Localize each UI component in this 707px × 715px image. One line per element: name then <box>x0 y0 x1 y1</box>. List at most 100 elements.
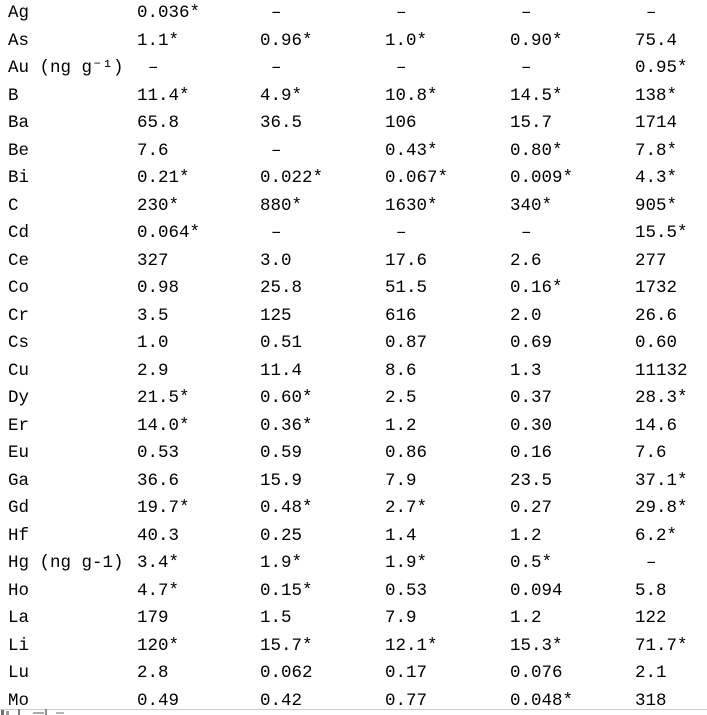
table-cell: 0.43* <box>385 140 438 161</box>
table-cell-missing-value: – <box>521 223 532 243</box>
table-row: Dy 21.5* 0.60* 2.5 0.37 28.3* <box>0 385 707 413</box>
table-cell: 125 <box>260 305 292 326</box>
table-cell: 2.0 <box>510 305 542 326</box>
table-cell: 7.8* <box>635 140 678 161</box>
table-cell: 14.5* <box>510 85 563 106</box>
table-cell: 14.6 <box>635 415 678 436</box>
table-cell: 0.009* <box>510 168 574 188</box>
table-row: Er 14.0* 0.36* 1.2 0.30 14.6 <box>0 413 707 441</box>
cropped-glyph-fragment <box>18 709 20 715</box>
table-cell: 23.5 <box>510 470 553 491</box>
table-cell: 11.4 <box>260 360 303 381</box>
table-row: As 1.1* 0.96* 1.0* 0.90* 75.4 <box>0 28 707 56</box>
row-label: La <box>8 608 30 628</box>
table-cell: 1.2 <box>510 608 542 628</box>
table-row: Co 0.98 25.8 51.5 0.16* 1732 <box>0 275 707 303</box>
table-cell: 36.6 <box>137 470 180 491</box>
row-label: Cu <box>8 360 30 381</box>
row-label: Ba <box>8 113 30 133</box>
table-cell: 3.5 <box>137 305 169 326</box>
table-cell: 10.8* <box>385 85 438 106</box>
table-cell: 2.6 <box>510 250 542 271</box>
table-cell-missing-value: – <box>521 3 532 23</box>
table-cell: 0.067* <box>385 168 449 188</box>
table-cell: 138* <box>635 85 678 106</box>
table-cell: 1714 <box>635 113 678 133</box>
table-cell: 340* <box>510 195 553 216</box>
table-cell: 1.3 <box>510 360 542 381</box>
table-cell: 2.7* <box>385 498 428 518</box>
table-row: Ga 36.6 15.9 7.9 23.5 37.1* <box>0 468 707 496</box>
table-cell: 65.8 <box>137 113 180 133</box>
table-cell: 1.5 <box>260 608 292 628</box>
table-cell: 0.21* <box>137 168 190 188</box>
row-label: Ce <box>8 250 30 271</box>
table-cell: 1.2 <box>385 415 417 436</box>
table-cell: 11132 <box>635 360 688 381</box>
cropped-glyph-fragment <box>56 712 64 714</box>
table-cell: 4.9* <box>260 85 303 106</box>
row-label: Co <box>8 278 30 298</box>
row-label: Li <box>8 635 30 656</box>
table-cell: 0.60 <box>635 333 678 353</box>
table-cell: 75.4 <box>635 30 678 51</box>
table-cell: 0.95* <box>635 58 688 78</box>
table-cell-missing-value: – <box>521 58 532 78</box>
table-cell: 15.5* <box>635 223 688 243</box>
table-cell: 2.9 <box>137 360 169 381</box>
table-cell: 26.6 <box>635 305 678 326</box>
table-cell: 21.5* <box>137 388 190 408</box>
table-row: La 179 1.5 7.9 1.2 122 <box>0 605 707 633</box>
table-row: Cd 0.064* – – – 15.5* <box>0 220 707 248</box>
table-row: Ba 65.8 36.5 106 15.7 1714 <box>0 110 707 138</box>
table-cell: 0.77 <box>385 690 428 711</box>
table-cell: 616 <box>385 305 417 326</box>
cropped-glyph-fragment <box>45 709 47 715</box>
row-label: Dy <box>8 388 30 408</box>
table-cell: 12.1* <box>385 635 438 656</box>
table-row: Mo 0.49 0.42 0.77 0.048* 318 <box>0 688 707 715</box>
table-cell: 3.4* <box>137 553 180 573</box>
table-cell: 2.1 <box>635 663 667 683</box>
table-cell: 7.9 <box>385 608 417 628</box>
table-cell: 0.25 <box>260 525 303 546</box>
table-cell: 2.5 <box>385 388 417 408</box>
table-cell: 0.69 <box>510 333 553 353</box>
table-cell: 1.1* <box>137 30 180 51</box>
table-cell: 15.3* <box>510 635 563 656</box>
table-cell: 6.2* <box>635 525 678 546</box>
table-cell: 0.60* <box>260 388 313 408</box>
table-cell: 11.4* <box>137 85 190 106</box>
table-row: Cs 1.0 0.51 0.87 0.69 0.60 <box>0 330 707 358</box>
table-cell-missing-value: – <box>396 223 407 243</box>
table-cell-missing-value: – <box>396 3 407 23</box>
row-label: Hg (ng g-1) <box>8 553 124 573</box>
table-cell: 179 <box>137 608 169 628</box>
table-cell: 905* <box>635 195 678 216</box>
cropped-next-row-fragment <box>0 707 707 715</box>
table-cell: 0.15* <box>260 580 313 601</box>
row-label: Hf <box>8 525 30 546</box>
cropped-glyph-fragment <box>6 711 9 715</box>
table-cell: 0.42 <box>260 690 303 711</box>
table-cell: 0.022* <box>260 168 324 188</box>
table-row: Be 7.6 – 0.43* 0.80* 7.8* <box>0 138 707 166</box>
table-cell: 7.6 <box>635 443 667 463</box>
table-cell: 1732 <box>635 278 678 298</box>
table-row: Lu 2.8 0.062 0.17 0.076 2.1 <box>0 660 707 688</box>
table-cell: 0.16* <box>510 278 563 298</box>
table-cell: 4.3* <box>635 168 678 188</box>
row-label: Ag <box>8 3 30 23</box>
table-row: Bi 0.21* 0.022* 0.067* 0.009* 4.3* <box>0 165 707 193</box>
table-row: C 230* 880* 1630* 340* 905* <box>0 193 707 221</box>
table-row: Ho 4.7* 0.15* 0.53 0.094 5.8 <box>0 578 707 606</box>
row-label: Be <box>8 140 30 161</box>
cropped-glyph-fragment <box>33 712 44 714</box>
cropped-glyph-fragment <box>1 710 4 715</box>
row-label: Lu <box>8 663 30 683</box>
table-cell: 327 <box>137 250 169 271</box>
table-cell: 0.062 <box>260 663 313 683</box>
table-row: Au (ng g⁻¹) – – – – 0.95* <box>0 55 707 83</box>
table-cell-missing-value: – <box>148 58 159 78</box>
